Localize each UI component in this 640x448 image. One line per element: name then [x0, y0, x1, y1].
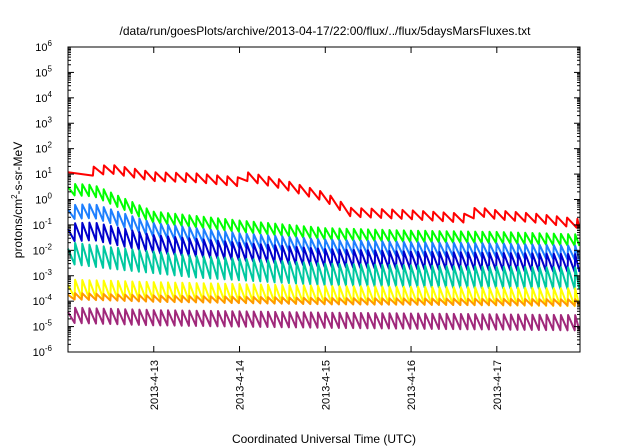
y-axis-label-sup: 2	[10, 194, 19, 199]
y-tick-label: 103	[35, 115, 52, 130]
y-axis-label-post: -s-sr-MeV	[11, 142, 25, 195]
y-tick-label: 102	[35, 141, 52, 156]
y-tick-label: 10-5	[33, 319, 53, 334]
y-tick-label: 10-6	[33, 344, 53, 359]
y-axis-label-pre: protons/cm	[11, 199, 25, 258]
flux-series-line	[67, 203, 581, 261]
x-tick-label: 2013-4-16	[406, 360, 418, 410]
flux-series-line	[67, 241, 581, 290]
y-tick-label: 101	[35, 166, 52, 181]
series-layer	[67, 164, 581, 332]
flux-series-line	[67, 306, 581, 332]
x-axis-label: Coordinated Universal Time (UTC)	[232, 432, 416, 446]
flux-series-line	[67, 292, 581, 307]
flux-series-line	[67, 164, 581, 229]
y-tick-label: 106	[35, 39, 52, 54]
y-tick-label: 10-4	[33, 293, 53, 308]
y-tick-label: 10-3	[33, 268, 53, 283]
y-tick-label: 104	[35, 90, 52, 105]
y-axis-label: protons/cm2-s-sr-MeV	[10, 142, 25, 258]
flux-series-line	[67, 183, 581, 247]
y-tick-label: 100	[35, 192, 52, 207]
y-tick-label: 105	[35, 64, 52, 79]
y-tick-label: 10-1	[33, 217, 53, 232]
ticks-layer: 10-6 10-5 10-4 10-3 10-2 10-1 100 101 102 103 104 1…	[33, 39, 580, 410]
chart-title: /data/run/goesPlots/archive/2013-04-17/2…	[120, 24, 532, 38]
x-tick-label: 2013-4-13	[149, 360, 161, 410]
y-tick-label: 10-2	[33, 242, 53, 257]
x-tick-label: 2013-4-17	[492, 360, 504, 410]
x-tick-label: 2013-4-15	[320, 360, 332, 410]
x-tick-label: 2013-4-14	[235, 360, 247, 410]
